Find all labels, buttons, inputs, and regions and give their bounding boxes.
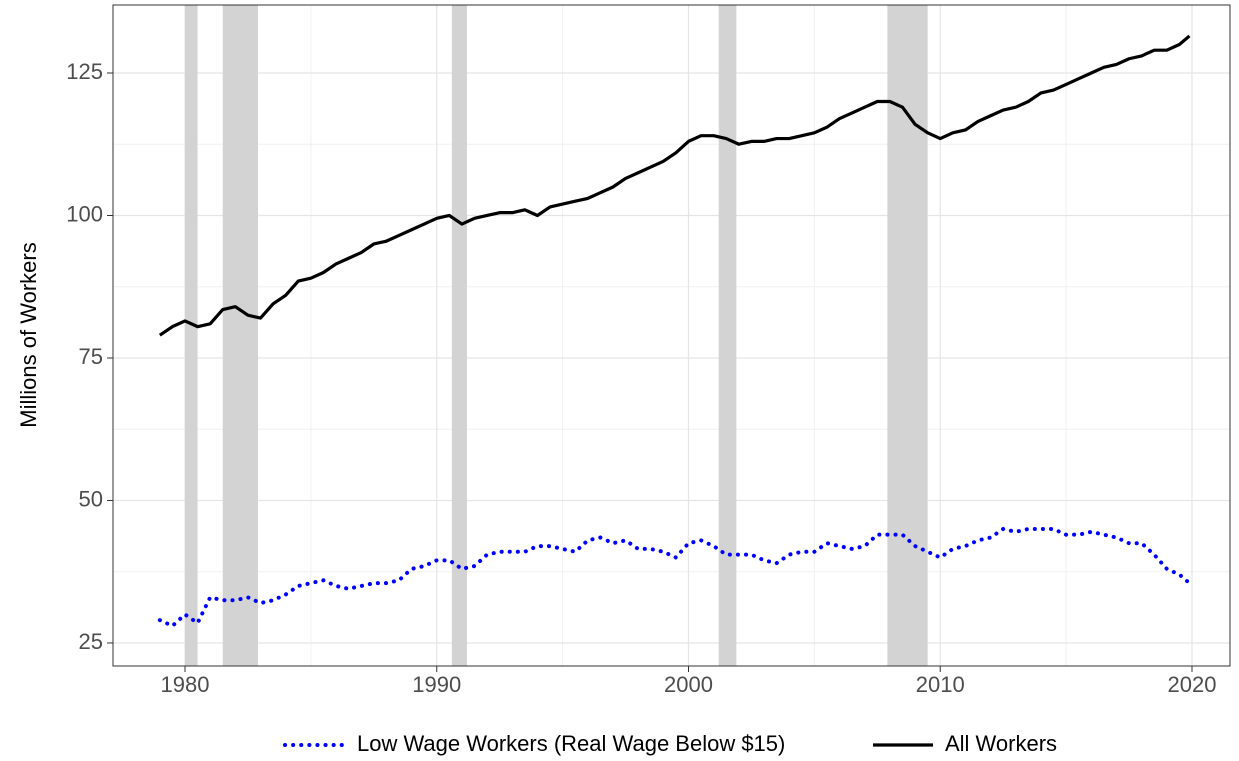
y-tick-label: 50 bbox=[79, 486, 103, 511]
y-tick-label: 100 bbox=[66, 201, 103, 226]
legend-label: All Workers bbox=[945, 731, 1057, 756]
y-axis-label: Millions of Workers bbox=[16, 242, 41, 427]
y-tick-label: 125 bbox=[66, 59, 103, 84]
x-tick-label: 1990 bbox=[412, 672, 461, 697]
recession-band bbox=[451, 5, 467, 666]
series-line bbox=[158, 34, 1191, 337]
legend-label: Low Wage Workers (Real Wage Below $15) bbox=[357, 731, 785, 756]
y-tick-label: 75 bbox=[79, 344, 103, 369]
x-tick-label: 2010 bbox=[916, 672, 965, 697]
recession-band bbox=[184, 5, 198, 666]
series-line bbox=[157, 526, 1192, 629]
recession-band bbox=[718, 5, 737, 666]
recession-band bbox=[222, 5, 259, 666]
x-tick-label: 1980 bbox=[161, 672, 210, 697]
plot-border bbox=[112, 4, 1231, 667]
x-tick-label: 2020 bbox=[1168, 672, 1217, 697]
x-tick-label: 2000 bbox=[664, 672, 713, 697]
y-tick-label: 25 bbox=[79, 629, 103, 654]
